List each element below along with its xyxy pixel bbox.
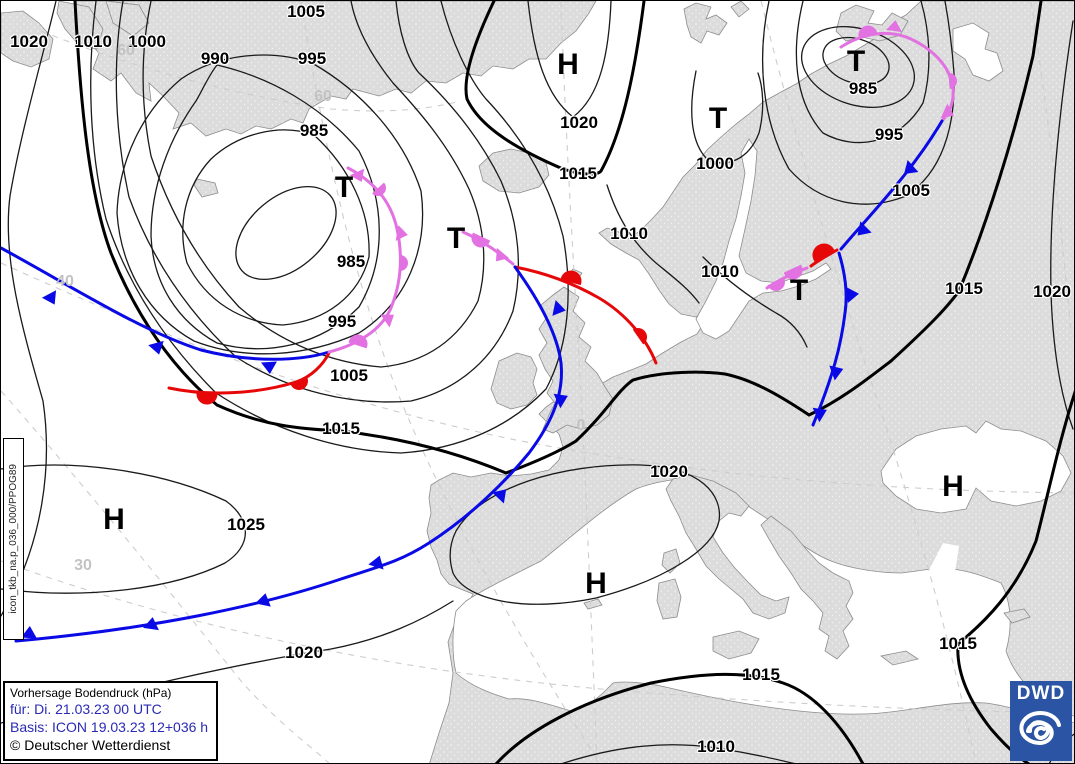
isobar-label: 985 — [336, 252, 366, 271]
isobar-label: 1005 — [330, 366, 368, 385]
cold-front-uk-iberia — [14, 265, 568, 643]
isobar-label: 1010 — [697, 737, 735, 756]
dwd-spiral-icon — [1019, 711, 1061, 745]
isobars-bold-layer — [73, 1, 1074, 763]
isobar-label: 1020 — [560, 113, 598, 132]
isobar-label: 985 — [848, 79, 878, 98]
occluded-front-north-sea — [461, 230, 515, 266]
isobar-label: 1010 — [701, 262, 739, 281]
legend-copyright: © Deutscher Wetterdienst — [10, 737, 171, 754]
isobar-label: 1020 — [650, 462, 688, 481]
warm-front-baltic — [809, 243, 839, 268]
fronts-layer — [1, 20, 957, 643]
dwd-logo-text: DWD — [1016, 683, 1066, 704]
isobar-label: 1020 — [1033, 282, 1071, 301]
cold-front-scandinavia — [839, 119, 944, 251]
pressure-center-label: H — [942, 470, 964, 503]
isobar-label: 1015 — [945, 279, 983, 298]
pressure-center-label: T — [446, 222, 466, 255]
occluded-front-svalbard — [839, 20, 957, 123]
isobar-label: 985 — [299, 121, 329, 140]
graticule-label: 0 — [576, 417, 586, 434]
legend-title: Vorhersage Bodendruck (hPa) — [10, 685, 172, 700]
occluded-front-denmark — [765, 264, 809, 291]
pressure-center-label: T — [334, 171, 354, 204]
isobar-label: 1000 — [696, 154, 734, 173]
legend-box: Vorhersage Bodendruck (hPa) für: Di. 21.… — [3, 680, 219, 761]
legend-valid-time: für: Di. 21.03.23 00 UTC — [10, 701, 162, 718]
product-id-tag: icon_tkb_na.p_036_000/PPOG89 — [3, 438, 24, 640]
isobar-label: 1010 — [610, 224, 648, 243]
graticule-label: 40 — [56, 273, 74, 290]
isobar-label: 1020 — [10, 32, 48, 51]
isobar-label: 1005 — [892, 181, 930, 200]
isobar-label: 995 — [297, 49, 327, 68]
isobar-label: 1010 — [74, 32, 112, 51]
occluded-front-atlantic — [327, 166, 408, 354]
pressure-center-label: T — [789, 274, 809, 307]
mediterranean-lands — [583, 474, 1031, 666]
isobar-label: 1000 — [128, 32, 166, 51]
cold-front-baltic-south — [811, 251, 859, 427]
isobar-label: 1005 — [287, 2, 325, 21]
pressure-center-label: T — [708, 102, 728, 135]
isobar-label: 1015 — [559, 164, 597, 183]
cold-front-atlantic — [1, 246, 331, 374]
isobar-label: 1015 — [322, 419, 360, 438]
warm-front-atlantic — [167, 351, 331, 405]
isobar-label: 995 — [327, 312, 357, 331]
pressure-center-label: H — [557, 48, 579, 81]
isobar-label: 1015 — [742, 665, 780, 684]
isobar-label: 990 — [200, 49, 230, 68]
isobar-label: 1015 — [939, 634, 977, 653]
graticule-label: 60 — [117, 42, 135, 59]
isobar-label: 1020 — [285, 643, 323, 662]
graticule-label: 30 — [74, 557, 92, 574]
dwd-logo: DWD — [1010, 681, 1072, 761]
pressure-center-label: H — [585, 567, 607, 600]
legend-model-basis: Basis: ICON 19.03.23 12+036 h — [10, 719, 209, 736]
product-id-text: icon_tkb_na.p_036_000/PPOG89 — [8, 464, 19, 614]
pressure-center-label: H — [103, 503, 125, 536]
pressure-center-label: T — [846, 45, 866, 78]
graticule-label: 60 — [314, 88, 332, 105]
warm-front-north-sea — [513, 265, 658, 365]
isobar-label: 995 — [874, 125, 904, 144]
isobar-label: 1025 — [227, 515, 265, 534]
